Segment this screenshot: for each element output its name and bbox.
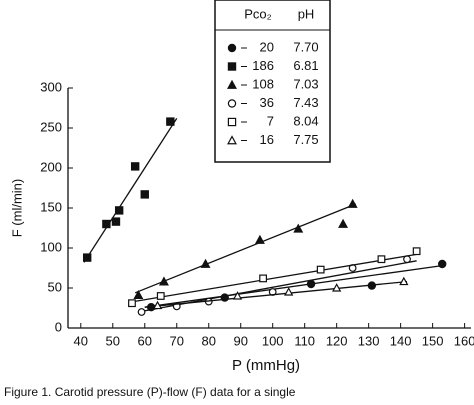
legend-box <box>214 0 331 163</box>
marker <box>102 219 111 229</box>
marker <box>114 206 124 215</box>
y-tick-label: 0 <box>55 319 62 334</box>
legend-label: 16 <box>260 132 274 147</box>
fit-line <box>144 264 443 308</box>
x-tick-label: 50 <box>106 333 120 348</box>
fit-line <box>134 203 357 294</box>
legend-ph: 7.70 <box>293 39 318 54</box>
marker <box>259 274 268 283</box>
marker <box>399 276 409 286</box>
legend-marker <box>227 43 237 53</box>
x-axis-label: P (mmHg) <box>232 357 300 374</box>
marker <box>137 308 146 316</box>
legend-ph: 7.43 <box>293 95 318 110</box>
marker <box>128 299 136 308</box>
marker <box>130 162 140 171</box>
marker <box>377 255 386 264</box>
x-tick-label: 40 <box>74 333 88 348</box>
x-tick-label: 80 <box>201 333 215 348</box>
fit-line <box>144 280 408 308</box>
y-axis-label: F (ml/min) <box>9 179 24 238</box>
x-tick-label: 60 <box>138 333 152 348</box>
legend-label: 108 <box>252 76 274 91</box>
legend-label: 186 <box>252 58 274 73</box>
marker <box>152 300 163 310</box>
marker <box>293 223 304 233</box>
marker <box>284 287 294 296</box>
y-tick-label: 250 <box>40 119 62 134</box>
y-tick-label: 150 <box>40 199 62 214</box>
legend-ph: 7.75 <box>293 132 318 147</box>
marker <box>200 258 211 268</box>
x-tick-label: 160 <box>454 333 474 348</box>
legend-header: Pco₂ <box>244 6 271 21</box>
x-tick-label: 150 <box>422 333 444 348</box>
y-tick-label: 50 <box>48 279 62 294</box>
marker <box>111 217 121 226</box>
legend-label: 7 <box>267 113 274 128</box>
marker <box>332 283 342 292</box>
x-tick-label: 100 <box>262 333 284 348</box>
caption: Figure 1. Carotid pressure (P)-flow (F) … <box>4 385 296 399</box>
marker <box>156 292 165 300</box>
marker <box>254 234 265 244</box>
y-tick-label: 100 <box>40 239 62 254</box>
x-tick-label: 140 <box>390 333 412 348</box>
legend-label: 20 <box>260 39 274 54</box>
y-tick-label: 200 <box>40 159 62 174</box>
y-tick-label: 300 <box>40 79 62 94</box>
x-tick-label: 110 <box>294 333 315 348</box>
marker <box>412 247 421 256</box>
marker <box>438 259 447 269</box>
legend-marker <box>227 135 237 145</box>
legend-header: pH <box>298 6 315 21</box>
marker <box>232 291 243 300</box>
marker <box>316 265 325 274</box>
legend-label: 36 <box>260 95 274 110</box>
marker <box>347 198 358 208</box>
x-tick-label: 90 <box>233 333 247 348</box>
marker <box>133 289 144 300</box>
legend-ph: 7.03 <box>293 76 318 91</box>
marker <box>166 117 175 126</box>
legend-marker <box>227 79 237 89</box>
marker <box>158 276 169 286</box>
marker <box>140 190 149 199</box>
marker <box>306 279 316 289</box>
marker <box>338 218 349 228</box>
fit-line <box>128 253 417 304</box>
legend-ph: 6.81 <box>293 58 318 73</box>
marker <box>82 253 92 262</box>
legend-marker <box>227 62 237 71</box>
legend-marker <box>227 117 237 127</box>
x-tick-label: 120 <box>326 333 348 348</box>
legend-marker <box>227 99 237 108</box>
fit-line <box>83 118 178 263</box>
legend-ph: 8.04 <box>293 113 318 128</box>
x-tick-label: 130 <box>358 333 380 348</box>
x-tick-label: 70 <box>170 333 184 348</box>
